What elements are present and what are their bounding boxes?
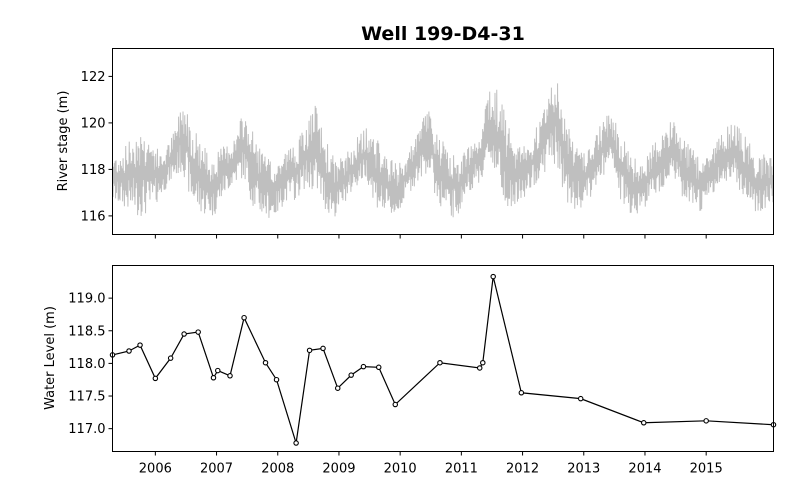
water-level-data-point — [241, 314, 247, 321]
water-level-y-tick-label: 118.0 — [68, 357, 105, 372]
water-level-x-tick-label: 2007 — [200, 462, 233, 477]
river-stage-plot-area — [112, 83, 774, 218]
water-level-x-tick-label: 2010 — [384, 462, 417, 477]
water-level-data-point — [518, 390, 525, 396]
water-level-y-tick-label: 117.0 — [68, 422, 105, 437]
river-stage-y-tick-label: 122 — [81, 70, 106, 85]
water-level-data-point — [348, 372, 354, 378]
water-level-data-point — [334, 385, 341, 391]
water-level-frame — [112, 265, 774, 452]
water-level-x-tick-label: 2011 — [445, 462, 478, 477]
water-level-x-tick-label: 2008 — [261, 462, 294, 477]
river-stage-frame — [112, 48, 774, 235]
water-level-data-point — [392, 401, 399, 408]
water-level-data-point — [167, 355, 174, 361]
water-level-data-point — [262, 359, 269, 366]
water-level-x-tick-label: 2006 — [139, 462, 172, 477]
river-stage-y-tick-label: 118 — [81, 163, 106, 178]
water-level-x-tick-label: 2009 — [322, 462, 355, 477]
river-stage-y-tick-label: 116 — [81, 209, 106, 224]
water-level-data-point — [375, 364, 382, 371]
water-level-series-line — [112, 276, 774, 444]
water-level-data-point — [181, 331, 187, 337]
water-level-y-tick-label: 118.5 — [68, 324, 105, 339]
water-level-x-tick-label: 2014 — [628, 462, 661, 477]
water-level-data-point — [273, 376, 280, 383]
water-level-data-point — [476, 365, 483, 371]
water-level-data-point — [152, 375, 159, 382]
water-level-data-point — [703, 418, 709, 424]
water-level-y-axis: 117.0 117.5 118.0 118.5 119.0 — [68, 292, 113, 437]
water-level-y-label: Water Level (m) — [43, 306, 58, 410]
water-level-x-tick-label: 2013 — [567, 462, 600, 477]
river-stage-panel: 116 118 120 122 River stage (m) — [56, 48, 774, 239]
water-level-data-point — [215, 367, 221, 374]
water-level-y-tick-label: 117.5 — [68, 390, 105, 405]
water-level-data-point — [293, 440, 299, 446]
water-level-data-point — [490, 273, 496, 280]
water-level-x-axis: 2006 2007 2008 2009 2010 2011 2012 2013 2014 2015 — [139, 451, 723, 477]
water-level-data-point — [210, 375, 217, 381]
water-level-data-point — [306, 347, 313, 354]
water-level-data-point — [227, 373, 233, 379]
river-stage-y-label: River stage (m) — [56, 91, 71, 192]
figure-title: Well 199-D4-31 — [361, 23, 525, 45]
water-level-plot-area — [109, 273, 777, 446]
river-stage-y-tick-label: 120 — [81, 116, 106, 131]
water-level-data-point — [437, 359, 443, 366]
water-level-y-tick-label: 119.0 — [68, 292, 105, 307]
river-stage-series-line — [112, 83, 774, 218]
water-level-data-point — [320, 345, 326, 352]
river-stage-y-axis: 116 118 120 122 — [81, 70, 113, 224]
water-level-data-point — [640, 420, 647, 426]
river-stage-x-axis — [154, 234, 707, 239]
water-level-x-tick-label: 2015 — [690, 462, 723, 477]
water-level-data-point — [195, 329, 201, 335]
water-level-data-point — [126, 348, 132, 354]
water-level-data-point — [480, 359, 486, 366]
water-level-x-tick-label: 2012 — [506, 462, 539, 477]
water-level-data-point — [137, 342, 143, 348]
water-level-data-point — [360, 363, 367, 370]
water-level-data-point — [577, 395, 584, 402]
